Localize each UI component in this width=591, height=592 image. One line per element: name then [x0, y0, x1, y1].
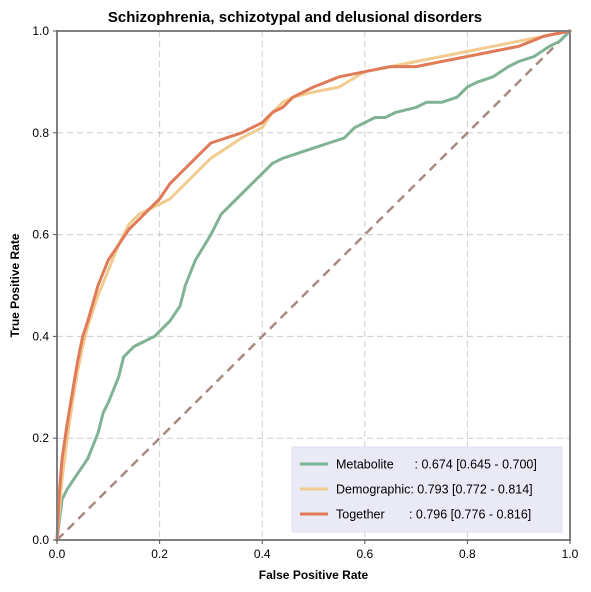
y-tick-label: 0.2	[32, 431, 49, 445]
x-tick-label: 0.4	[254, 547, 271, 561]
diagonal-line	[56, 30, 571, 541]
x-tick-label: 0.8	[459, 547, 476, 561]
y-tick-label: 0.8	[32, 126, 49, 140]
x-axis-label: False Positive Rate	[259, 568, 369, 582]
series-line-together	[55, 29, 572, 542]
legend-entry-metabolite: Metabolite : 0.674 [0.645 - 0.700]	[336, 458, 537, 472]
series-line-metabolite	[55, 29, 572, 542]
diagonal-reference-line	[56, 30, 571, 541]
x-tick-label: 0.2	[151, 547, 168, 561]
legend-box	[291, 446, 563, 533]
x-tick-label: 0.0	[49, 547, 66, 561]
legend-entry-demographic: Demographic: 0.793 [0.772 - 0.814]	[336, 483, 533, 497]
y-tick-label: 0.6	[32, 228, 49, 242]
legend: Metabolite : 0.674 [0.645 - 0.700] Demogr…	[291, 446, 563, 533]
series-line-demographic	[55, 29, 572, 542]
x-tick-label: 1.0	[562, 547, 579, 561]
plot-frame	[56, 30, 571, 541]
legend-entry-together: Together : 0.796 [0.776 - 0.816]	[336, 508, 531, 522]
roc-curves	[55, 29, 572, 542]
y-tick-label: 0.0	[32, 533, 49, 547]
y-tick-label: 0.4	[32, 329, 49, 343]
chart-title: Schizophrenia, schizotypal and delusiona…	[108, 9, 482, 26]
y-tick-label: 1.0	[32, 24, 49, 38]
x-tick-label: 0.6	[356, 547, 373, 561]
axis-ticks: 0.0 0.2 0.4 0.6 0.8 1.0 0.0 0.2 0.4 0.6 0.8 1.0	[32, 24, 578, 561]
y-axis-label: True Positive Rate	[8, 233, 22, 337]
grid	[57, 31, 570, 540]
